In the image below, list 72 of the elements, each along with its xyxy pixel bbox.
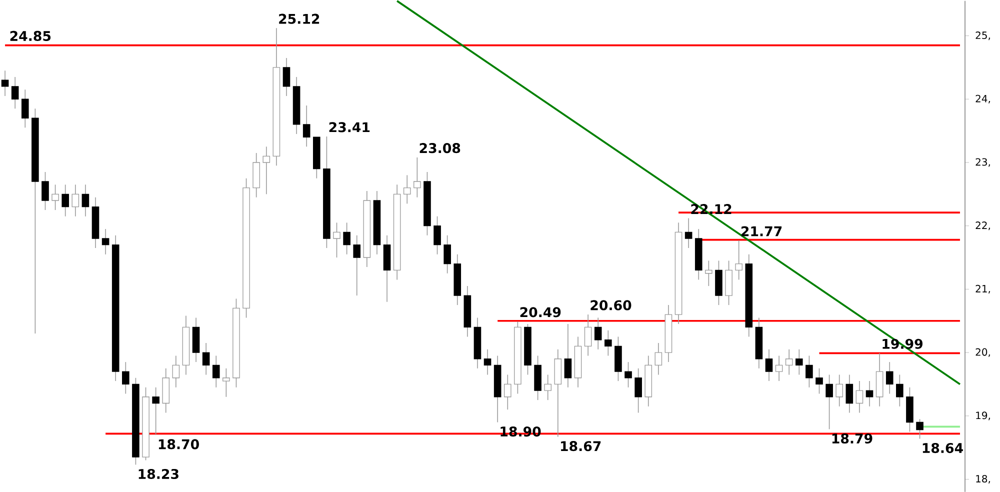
candlestick [444, 234, 451, 274]
text: 20.60 [590, 300, 632, 310]
candlestick [684, 218, 692, 248]
candlestick [886, 361, 894, 394]
candlestick [1, 70, 9, 96]
candlestick [624, 361, 632, 388]
candlestick [343, 222, 350, 255]
candlestick [62, 184, 69, 217]
text: 18.64 [922, 442, 963, 453]
candlestick [634, 368, 642, 413]
candlestick [21, 89, 29, 128]
text: 20.49 [520, 306, 561, 318]
y-tick-label: 20, [976, 348, 990, 357]
candlestick [172, 355, 180, 388]
candlestick [102, 228, 110, 255]
y-tick-label: 21, [976, 284, 990, 294]
candlestick [896, 374, 904, 407]
candlestick [52, 184, 59, 210]
y-tick-label: 23, [976, 158, 990, 167]
candlestick [484, 348, 492, 375]
candlestick [564, 323, 572, 388]
candlestick [414, 156, 421, 198]
text: 18.79 [832, 433, 872, 444]
candlestick [504, 374, 512, 410]
candlestick [152, 386, 160, 436]
candlestick [544, 374, 552, 400]
candlestick [795, 348, 803, 375]
candlestick [866, 380, 874, 407]
candlestick [353, 234, 361, 296]
y-tick-label: 18, [976, 474, 990, 484]
candlestick [806, 355, 813, 388]
candlestick [594, 317, 602, 350]
candlestick [584, 314, 592, 356]
candlestick [785, 348, 793, 375]
candlestick [72, 184, 80, 217]
y-tick-label: 19, [976, 411, 990, 420]
candlestick [816, 368, 823, 394]
series-label: 24.85 [10, 30, 51, 41]
text: 18.67 [561, 440, 601, 452]
candlestick [122, 361, 130, 394]
candlestick [282, 57, 290, 96]
candlestick [654, 342, 662, 375]
text: 18.70 [158, 439, 199, 450]
text: 23.41 [329, 122, 370, 132]
candlestick [434, 216, 441, 255]
candlestick [42, 171, 49, 210]
text: 18.23 [138, 468, 178, 479]
candlestick [836, 374, 844, 407]
candlestick [765, 348, 773, 382]
candlestick [916, 418, 924, 439]
candlestick [302, 104, 310, 147]
candlestick [212, 355, 220, 388]
candlestick [403, 174, 411, 204]
text: 21.77 [741, 226, 782, 236]
candlestick [826, 374, 833, 430]
candlestick [856, 380, 864, 413]
candlestick [333, 222, 340, 258]
candlestick [604, 330, 612, 356]
candlestick [735, 240, 742, 280]
y-tick-label: 25, [976, 31, 990, 40]
candlestick [11, 76, 19, 109]
text: 23.08 [420, 142, 460, 153]
y-tick-label: 24, [976, 94, 990, 104]
candlestick [202, 342, 210, 375]
candlestick [846, 374, 854, 413]
candlestick [262, 146, 270, 194]
candlestick [775, 355, 783, 382]
text: 25.12 [279, 14, 320, 24]
candlestick [82, 184, 90, 217]
candlestick [222, 368, 230, 398]
candlestick [705, 260, 712, 286]
y-tick-label: 22, [976, 221, 990, 230]
